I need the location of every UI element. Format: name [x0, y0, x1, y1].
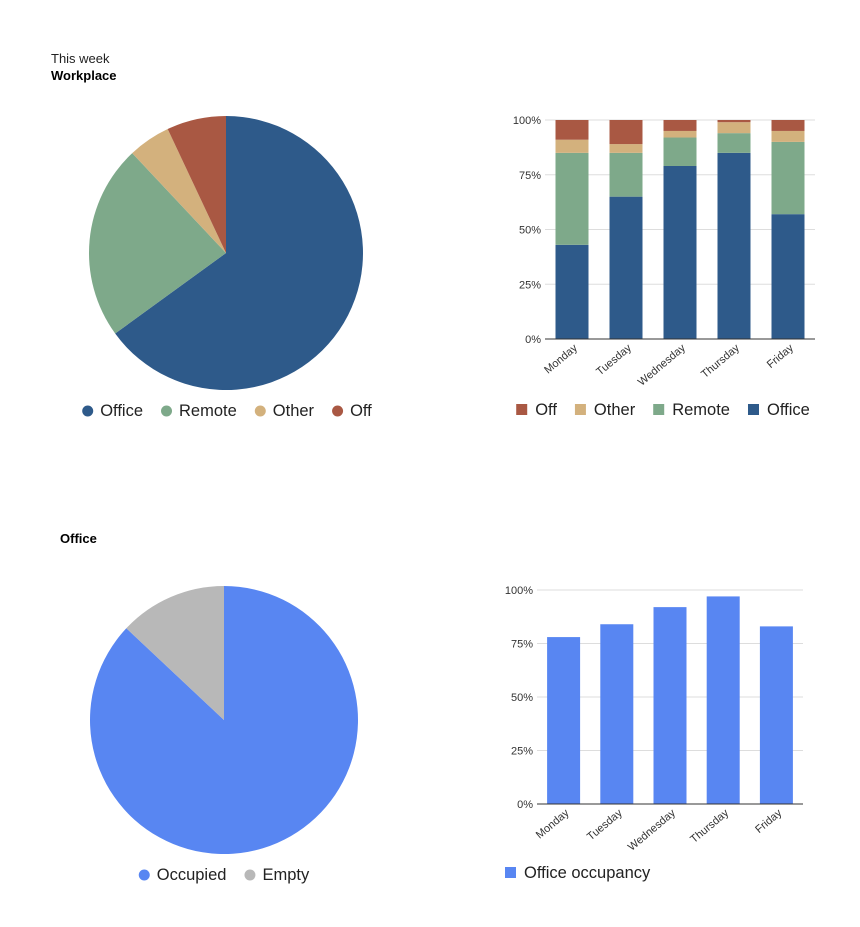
- legend-label-occupied: Occupied: [157, 866, 227, 884]
- legend-label-off: Off: [535, 401, 557, 419]
- legend-label-office: Office: [100, 402, 143, 420]
- bar-remote-friday: [771, 141, 805, 215]
- legend-label-empty: Empty: [262, 866, 310, 884]
- bar-office-occupancy-tuesday: [600, 624, 634, 804]
- legend-label-other: Other: [273, 402, 315, 420]
- bar-other-thursday: [717, 122, 751, 134]
- x-tick-label: Thursday: [699, 342, 742, 381]
- bar-off-monday: [555, 120, 589, 140]
- bar-other-monday: [555, 139, 589, 153]
- bar-office-occupancy-friday: [759, 626, 793, 804]
- y-tick-label: 50%: [519, 225, 541, 237]
- bar-off-thursday: [717, 120, 751, 123]
- x-tick-label: Friday: [753, 807, 785, 836]
- legend-label-off: Off: [350, 402, 372, 420]
- bar-legend: Off Other Remote Office: [516, 401, 810, 419]
- x-tick-label: Tuesday: [594, 342, 634, 378]
- bar-office-wednesday: [663, 165, 697, 339]
- x-tick-label: Wednesday: [636, 342, 688, 389]
- legend-marker-occupied: [138, 869, 150, 881]
- bar-remote-tuesday: [609, 152, 643, 197]
- bar-office-thursday: [717, 152, 751, 339]
- x-tick-label: Monday: [542, 342, 580, 377]
- y-tick-label: 50%: [511, 692, 533, 704]
- office-section-title: Office: [60, 531, 97, 546]
- bar-remote-thursday: [717, 133, 751, 153]
- pie-slice-other: [132, 129, 226, 253]
- legend-marker-office: [747, 404, 759, 415]
- y-tick-label: 100%: [513, 115, 541, 127]
- legend-marker-off: [332, 405, 344, 417]
- x-tick-label: Wednesday: [626, 807, 678, 854]
- bar-office-friday: [771, 214, 805, 339]
- y-tick-label: 75%: [511, 639, 533, 651]
- bar-off-tuesday: [609, 120, 643, 145]
- pie-slice-off: [167, 116, 226, 253]
- pie-legend: Occupied Empty: [138, 866, 310, 884]
- bar-other-wednesday: [663, 130, 697, 138]
- bar-other-tuesday: [609, 144, 643, 153]
- legend-marker-remote: [161, 405, 173, 417]
- week-label: This week: [51, 51, 110, 66]
- legend-marker-empty: [244, 869, 256, 881]
- bar-off-wednesday: [663, 120, 697, 131]
- y-tick-label: 25%: [511, 746, 533, 758]
- legend-marker-off: [516, 404, 528, 415]
- bar-remote-wednesday: [663, 137, 697, 166]
- pie-slice-occupied: [90, 586, 359, 854]
- x-tick-label: Tuesday: [585, 807, 625, 843]
- bar-office-occupancy-thursday: [706, 596, 740, 804]
- y-tick-label: 25%: [519, 279, 541, 291]
- x-tick-label: Friday: [765, 342, 797, 371]
- y-tick-label: 0%: [525, 334, 541, 346]
- x-tick-label: Thursday: [688, 807, 731, 846]
- workplace-title: Workplace: [51, 68, 117, 83]
- y-tick-label: 100%: [505, 585, 533, 597]
- y-tick-label: 75%: [519, 170, 541, 182]
- legend-marker-office-occupancy: [505, 867, 516, 878]
- bar-office-occupancy-wednesday: [653, 607, 687, 804]
- legend-marker-office: [82, 405, 94, 417]
- legend-label-office-occupancy: Office occupancy: [524, 864, 651, 882]
- pie-legend: Office Remote Other Off: [82, 402, 372, 420]
- legend-marker-remote: [653, 404, 665, 415]
- legend-label-other: Other: [594, 401, 636, 419]
- bar-office-tuesday: [609, 196, 643, 339]
- legend-label-office: Office: [767, 401, 810, 419]
- legend-marker-other: [254, 405, 266, 417]
- y-tick-label: 0%: [517, 799, 533, 811]
- bar-off-friday: [771, 120, 805, 131]
- bar-legend: Office occupancy: [505, 864, 651, 882]
- bar-office-occupancy-monday: [547, 637, 581, 804]
- bar-office-monday: [555, 244, 589, 339]
- x-tick-label: Monday: [534, 807, 572, 842]
- bar-other-friday: [771, 130, 805, 142]
- pie-slice-empty: [126, 586, 224, 720]
- pie-slice-remote: [88, 153, 226, 334]
- legend-label-remote: Remote: [672, 401, 730, 419]
- pie-slice-office: [115, 116, 363, 391]
- legend-marker-other: [574, 404, 586, 415]
- legend-label-remote: Remote: [179, 402, 237, 420]
- bar-remote-monday: [555, 152, 589, 245]
